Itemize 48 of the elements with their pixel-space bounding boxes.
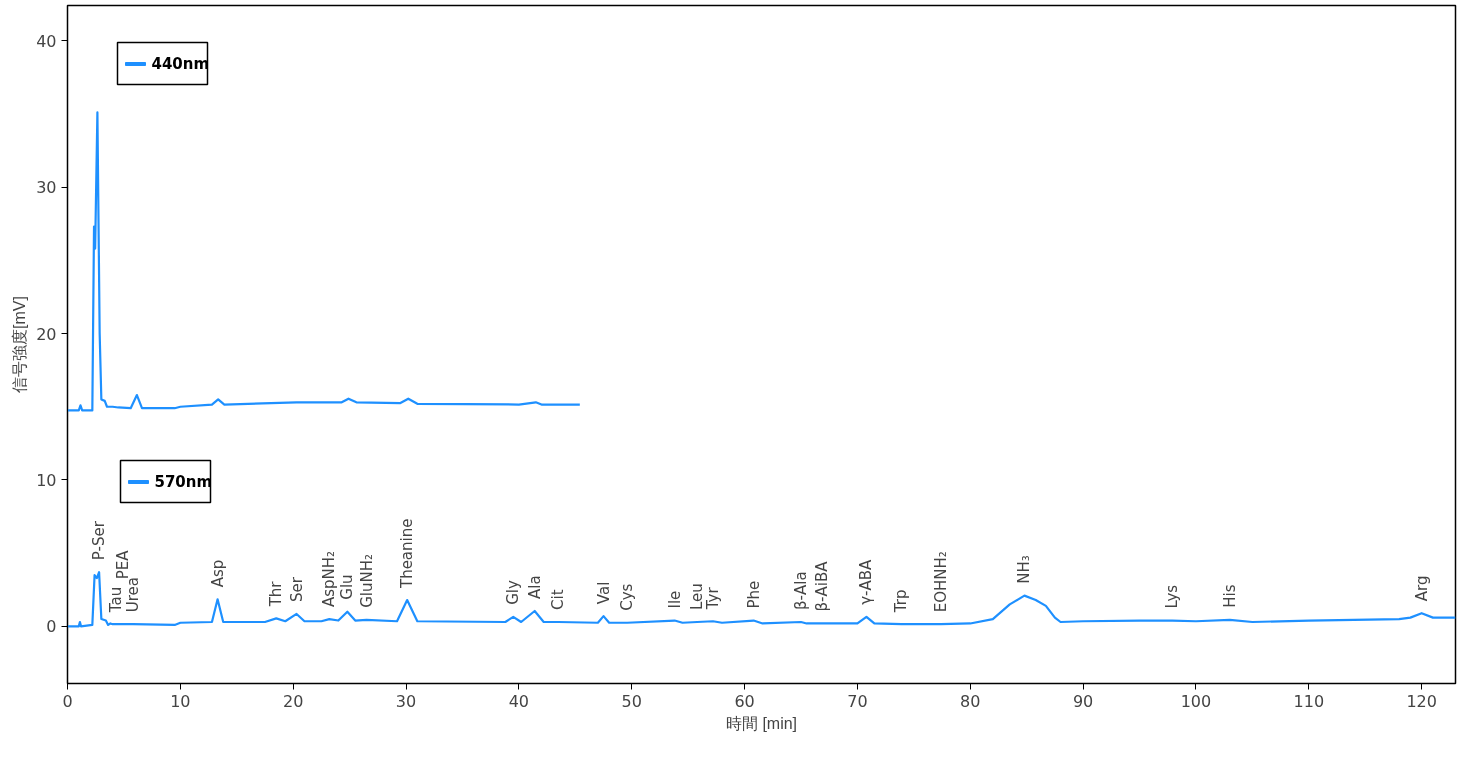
x-tick-label: 10 xyxy=(170,691,191,711)
x-tick-label: 60 xyxy=(734,691,755,711)
annotation: Ala xyxy=(525,575,544,600)
x-tick-label: 40 xyxy=(508,691,530,711)
x-tick-label: 0 xyxy=(62,691,73,711)
annotation: Gly xyxy=(504,580,523,605)
x-axis-title: 時間 [min] xyxy=(725,714,798,732)
annotation: Lys xyxy=(1163,584,1182,609)
annotation: GluNH₂ xyxy=(357,553,376,608)
annotation: Cys xyxy=(618,583,637,611)
x-tick-label: 80 xyxy=(960,691,981,711)
y-tick-label: 20 xyxy=(36,324,57,344)
y-tick-label: 30 xyxy=(36,178,57,198)
x-tick-label: 90 xyxy=(1072,691,1094,711)
annotation: Asp xyxy=(208,559,227,588)
annotation: Val xyxy=(594,581,613,605)
annotation: Theanine xyxy=(398,518,417,590)
x-tick-label: 20 xyxy=(283,691,304,711)
annotation: Glu xyxy=(338,574,357,600)
annotation: P-Ser xyxy=(90,520,109,561)
annotation: β-Ala xyxy=(792,571,810,610)
line-series xyxy=(67,111,581,412)
y-tick-label: 10 xyxy=(36,470,57,490)
annotation: Phe xyxy=(744,580,763,609)
annotation: Cit xyxy=(549,589,568,610)
y-tick-label: 0 xyxy=(46,617,57,637)
annotation: His xyxy=(1220,584,1239,608)
annotation: Tau xyxy=(107,586,126,614)
legend-label: 570nm xyxy=(154,472,213,491)
annotation: Trp xyxy=(892,589,911,614)
x-tick-label: 120 xyxy=(1406,691,1437,711)
annotation: Thr xyxy=(267,580,286,608)
x-tick-label: 100 xyxy=(1180,691,1212,711)
x-tick-label: 110 xyxy=(1293,691,1325,711)
x-tick-label: 30 xyxy=(395,691,417,711)
y-tick-label: 40 xyxy=(36,31,57,51)
x-tick-label: 70 xyxy=(847,691,868,711)
legend-label: 440nm xyxy=(151,54,210,73)
annotation: γ-ABA xyxy=(857,559,876,605)
annotation: NH₃ xyxy=(1015,555,1034,584)
x-tick-label: 50 xyxy=(621,691,642,711)
annotation: β-AiBA xyxy=(813,560,832,612)
y-axis-title: 信号強度[mV] xyxy=(11,296,29,393)
annotation: Ile xyxy=(665,590,684,609)
annotation: Arg xyxy=(1412,575,1431,602)
annotation: EOHNH₂ xyxy=(931,551,950,613)
annotation: AspNH₂ xyxy=(320,550,339,608)
annotation: Ser xyxy=(287,576,306,602)
